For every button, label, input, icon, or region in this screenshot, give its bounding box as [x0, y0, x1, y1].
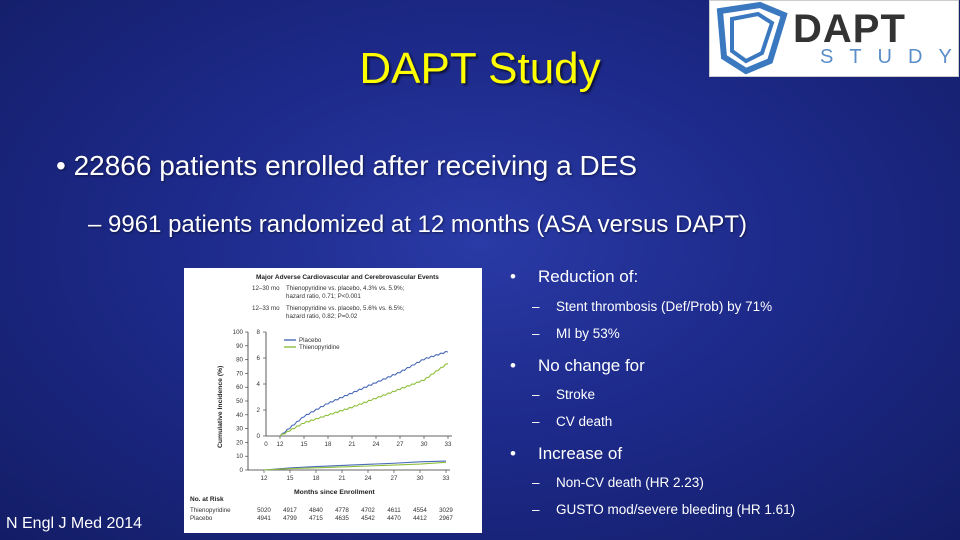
risk-table-cell: 4542: [361, 515, 375, 522]
bullet-enrolled: • 22866 patients enrolled after receivin…: [56, 150, 638, 181]
inset-x-tick-label: 24: [373, 441, 380, 448]
inset-x-tick-label: 18: [325, 441, 332, 448]
findings-group-label: Reduction of:: [538, 267, 639, 286]
x-tick-label: 21: [339, 475, 346, 482]
x-tick-label: 18: [313, 475, 320, 482]
logo-subtitle: STUDY: [820, 46, 960, 68]
citation: N Engl J Med 2014: [6, 515, 143, 532]
risk-table-row-label: Placebo: [190, 515, 213, 522]
inset-y-tick-label: 8: [257, 329, 261, 336]
x-tick-label: 33: [443, 475, 450, 482]
slide-title: DAPT Study: [359, 44, 601, 93]
y-tick-label: 40: [236, 412, 243, 419]
risk-table-cell: 4702: [361, 507, 375, 514]
risk-table-cell: 4635: [335, 515, 349, 522]
sub-bullet-randomized: – 9961 patients randomized at 12 months …: [88, 211, 748, 238]
y-tick-label: 0: [240, 467, 244, 474]
x-tick-label: 12: [261, 475, 268, 482]
y-tick-label: 50: [236, 398, 243, 405]
risk-table-cell: 4470: [387, 515, 401, 522]
chart-title: Major Adverse Cardiovascular and Cerebro…: [256, 274, 439, 281]
risk-table-cell: 4412: [413, 515, 427, 522]
kaplan-meier-figure: Major Adverse Cardiovascular and Cerebro…: [184, 268, 482, 533]
inset-x-tick-label: 33: [445, 441, 452, 448]
x-axis-label: Months since Enrollment: [294, 489, 376, 496]
inset-x-tick-label: 21: [349, 441, 356, 448]
risk-table-cell: 3029: [439, 507, 453, 514]
annotation-range: 12–33 mo: [252, 305, 280, 312]
y-tick-label: 10: [236, 453, 243, 460]
legend-label: Placebo: [299, 337, 322, 344]
annotation-range: 12–30 mo: [252, 285, 280, 292]
inset-x-tick-label: 27: [397, 441, 404, 448]
risk-table-cell: 5020: [257, 507, 271, 514]
inset-x-tick-label: 0: [264, 441, 268, 448]
dapt-logo: DAPT STUDY: [709, 0, 959, 77]
inset-y-tick-label: 4: [257, 381, 261, 388]
risk-table-cell: 4611: [387, 507, 401, 514]
risk-table-cell: 4715: [309, 515, 323, 522]
y-tick-label: 90: [236, 343, 243, 350]
dapt-logo-mark-icon: [716, 1, 788, 75]
bullet-enrolled-text: 22866 patients enrolled after receiving …: [73, 150, 638, 181]
y-axis-label: Cumulative Incidence (%): [217, 366, 224, 448]
risk-table-cell: 4554: [413, 507, 427, 514]
main-series-line: [263, 460, 447, 471]
findings-group-label: No change for: [538, 356, 645, 375]
legend-label: Thienopyridine: [299, 344, 340, 351]
bullet-glyph: •: [510, 267, 516, 286]
y-tick-label: 80: [236, 357, 243, 364]
y-tick-label: 60: [236, 384, 243, 391]
inset-y-tick-label: 2: [257, 407, 261, 414]
x-tick-label: 15: [287, 475, 294, 482]
y-tick-label: 100: [233, 329, 244, 336]
y-tick-label: 70: [236, 370, 243, 377]
risk-table-cell: 4840: [309, 507, 323, 514]
mace-chart: Major Adverse Cardiovascular and Cerebro…: [190, 274, 453, 522]
inset-x-tick-label: 12: [277, 441, 284, 448]
risk-table-cell: 2967: [439, 515, 453, 522]
annotation-text: hazard ratio, 0.82; P=0.02: [286, 313, 358, 320]
risk-table-header: No. at Risk: [190, 496, 224, 503]
x-tick-label: 27: [391, 475, 398, 482]
y-tick-label: 20: [236, 439, 243, 446]
y-tick-label: 30: [236, 426, 243, 433]
inset-x-tick-label: 15: [301, 441, 308, 448]
risk-table-cell: 4778: [335, 507, 349, 514]
annotation-text: Thienopyridine vs. placebo, 5.6% vs. 6.5…: [286, 305, 405, 312]
findings-group-label: Increase of: [538, 444, 623, 463]
risk-table-cell: 4941: [257, 515, 271, 522]
logo-wordmark: DAPT: [793, 7, 906, 51]
main-series-line: [263, 461, 447, 471]
risk-table-cell: 4917: [283, 507, 297, 514]
inset-series-line: [279, 363, 449, 437]
x-tick-label: 24: [365, 475, 372, 482]
annotation-text: Thienopyridine vs. placebo, 4.3% vs. 5.9…: [286, 285, 405, 292]
annotation-text: hazard ratio, 0.71; P<0.001: [286, 293, 361, 300]
risk-table-row-label: Thienopyridine: [190, 507, 231, 514]
inset-series-line: [279, 350, 449, 437]
x-tick-label: 30: [417, 475, 424, 482]
inset-x-tick-label: 30: [421, 441, 428, 448]
risk-table-cell: 4799: [283, 515, 297, 522]
inset-y-tick-label: 0: [257, 433, 261, 440]
inset-y-tick-label: 6: [257, 355, 261, 362]
